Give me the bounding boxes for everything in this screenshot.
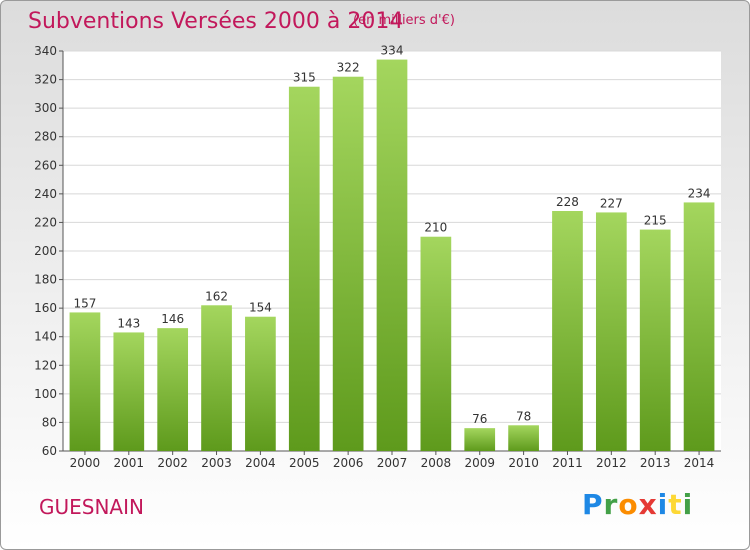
data-label: 76 [472,412,487,426]
bar [464,428,496,451]
y-tick-label: 300 [34,101,57,115]
chart-subtitle: (en milliers d'€) [353,13,455,28]
y-tick-label: 240 [34,187,57,201]
commune-name: GUESNAIN [39,495,144,519]
x-tick-label: 2012 [596,456,627,470]
x-tick-label: 2004 [245,456,276,470]
x-tick-label: 2010 [508,456,539,470]
x-tick-label: 2006 [333,456,364,470]
bar [157,328,189,451]
data-label: 228 [556,195,579,209]
bar [595,212,627,451]
y-tick-label: 260 [34,158,57,172]
data-label: 162 [205,289,228,303]
y-tick-label: 180 [34,273,57,287]
chart-title: Subventions Versées 2000 à 2014 [28,9,404,34]
data-label: 234 [688,186,711,200]
y-tick-label: 160 [34,301,57,315]
proxiti-logo[interactable]: Proxiti [582,488,694,521]
data-label: 154 [249,301,272,315]
bar [420,236,452,451]
x-tick-label: 2001 [114,456,145,470]
y-tick-label: 100 [34,387,57,401]
x-tick-label: 2008 [421,456,452,470]
x-tick-label: 2003 [201,456,232,470]
y-tick-label: 340 [34,44,57,58]
data-label: 322 [337,61,360,75]
y-tick-label: 80 [42,415,57,429]
bar [376,59,408,451]
bar [639,229,671,451]
y-tick-label: 280 [34,130,57,144]
x-tick-label: 2013 [640,456,671,470]
x-tick-label: 2000 [70,456,101,470]
bar [332,76,364,451]
bar [508,425,539,451]
y-tick-label: 120 [34,358,57,372]
y-tick-label: 60 [42,444,57,458]
bar [552,211,583,451]
y-tick-label: 140 [34,330,57,344]
bar [201,305,232,451]
data-label: 334 [381,44,404,58]
y-tick-label: 220 [34,215,57,229]
x-tick-label: 2014 [684,456,715,470]
data-label: 210 [424,221,447,235]
bar [288,86,320,451]
data-label: 78 [516,409,531,423]
bar [245,316,276,451]
x-tick-label: 2011 [552,456,583,470]
data-label: 146 [161,312,184,326]
x-tick-label: 2009 [464,456,495,470]
data-label: 157 [73,296,96,310]
y-tick-label: 200 [34,244,57,258]
bar [683,202,715,451]
data-label: 215 [644,214,667,228]
x-tick-label: 2005 [289,456,320,470]
data-label: 143 [117,316,140,330]
bar [113,332,145,451]
x-tick-label: 2007 [377,456,408,470]
data-label: 227 [600,196,623,210]
bar [69,312,101,451]
y-tick-label: 320 [34,73,57,87]
x-tick-label: 2002 [157,456,188,470]
data-label: 315 [293,71,316,85]
